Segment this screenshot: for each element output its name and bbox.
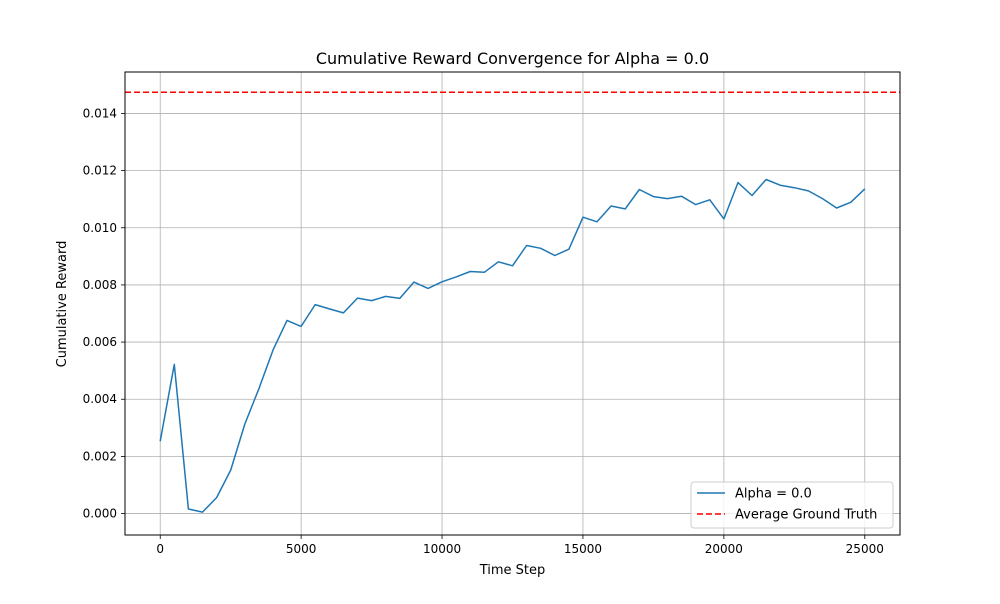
y-tick-label: 0.006 — [83, 335, 117, 349]
x-tick-label: 15000 — [564, 542, 602, 556]
y-tick-label: 0.008 — [83, 278, 117, 292]
x-tick-label: 20000 — [705, 542, 743, 556]
x-tick-label: 0 — [156, 542, 164, 556]
ticks: 0 5000 10000 15000 20000 25000 0.000 0.002 0.004… — [83, 106, 884, 556]
y-tick-label: 0.004 — [83, 392, 117, 406]
series-line — [159, 178, 866, 513]
y-tick-label: 0.002 — [83, 449, 117, 463]
x-tick-label: 10000 — [423, 542, 461, 556]
legend-box — [690, 481, 894, 529]
x-axis-label: Time Step — [479, 563, 546, 578]
axes-frame — [124, 71, 901, 536]
y-tick-label: 0.000 — [83, 507, 117, 521]
x-tick-label: 25000 — [846, 542, 884, 556]
y-tick-label: 0.010 — [83, 221, 117, 235]
x-tick-label: 5000 — [286, 542, 317, 556]
plot-data — [125, 91, 900, 513]
legend-label: Average Ground Truth — [735, 508, 877, 523]
y-tick-label: 0.014 — [83, 106, 117, 120]
legend: Alpha = 0.0 Average Ground Truth — [690, 481, 894, 529]
y-axis-label: Cumulative Reward — [55, 241, 70, 368]
chart-title: Cumulative Reward Convergence for Alpha … — [316, 49, 709, 68]
legend-label: Alpha = 0.0 — [735, 487, 812, 502]
y-tick-label: 0.012 — [83, 164, 117, 178]
